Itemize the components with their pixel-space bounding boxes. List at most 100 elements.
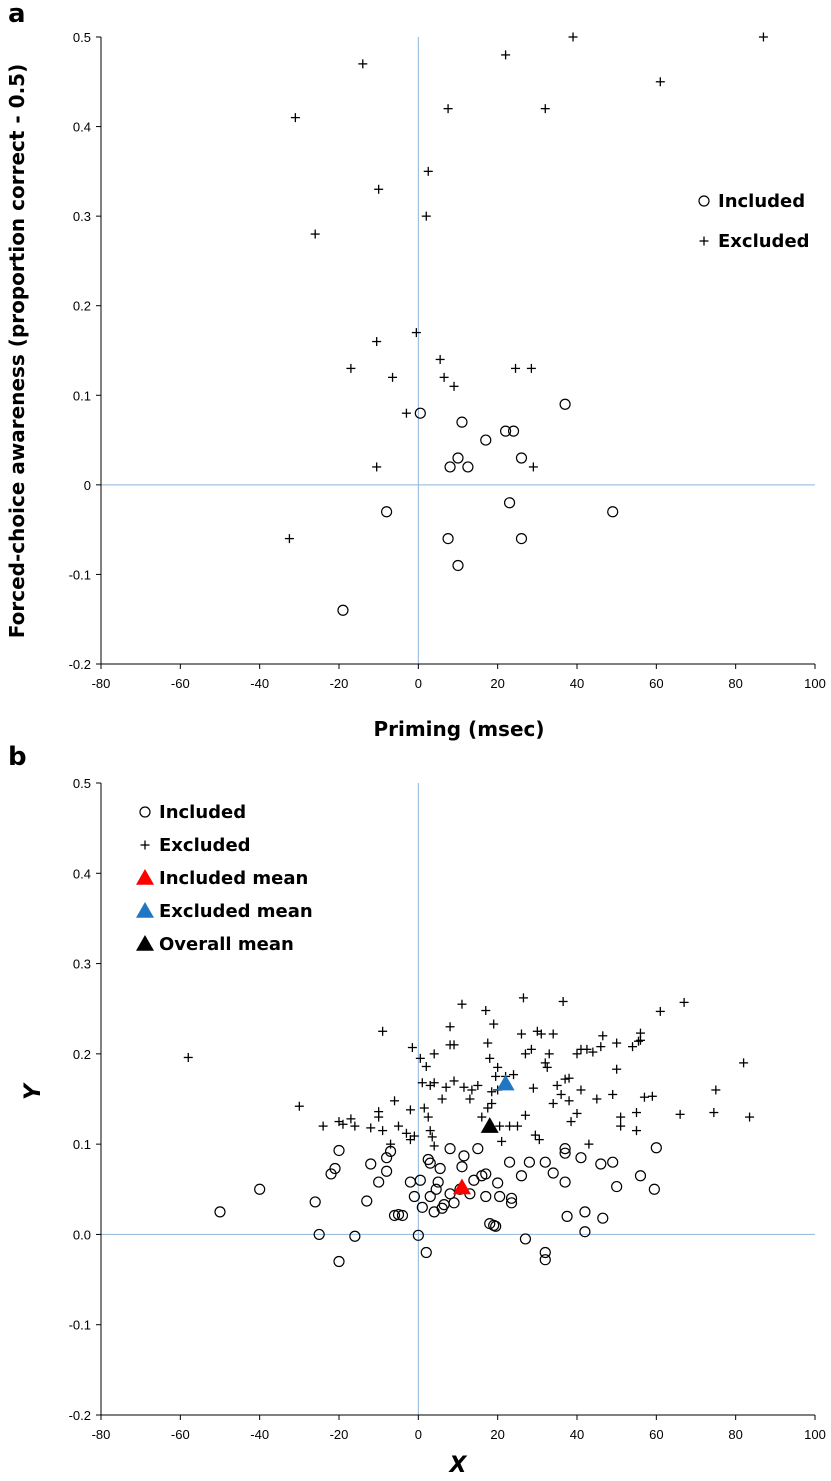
panel-b-included-point: [432, 1176, 444, 1188]
panel-a-excluded-point: [423, 166, 433, 176]
panel-b-excluded-point: [509, 1070, 519, 1080]
panel-b-excluded-point: [437, 1094, 447, 1104]
panel-b-excluded-point: [709, 1108, 719, 1118]
panel-b-included-point: [388, 1209, 401, 1222]
panel-b-x-tick-label: -60: [171, 1427, 190, 1442]
panel-b-excluded-point: [497, 1136, 507, 1146]
panel-b-excluded-point: [655, 1006, 665, 1016]
panel-b-excluded-point: [564, 1096, 574, 1106]
panel-b-included-point: [333, 1144, 345, 1157]
panel-b-legend-included-label: Included: [159, 802, 246, 823]
panel-b-excluded-point: [632, 1108, 641, 1118]
panel-a-excluded-point: [439, 372, 449, 382]
panel-b-included-point: [595, 1158, 607, 1170]
panel-b-included-point: [611, 1180, 623, 1193]
panel-b-legend-included-mean-marker: [136, 869, 154, 885]
panel-b-excluded-point: [534, 1135, 544, 1145]
panel-a-y-tick-label: 0.3: [73, 209, 91, 224]
panel-b-excluded-point: [405, 1105, 415, 1115]
panel-b-excluded-mean-point: [496, 1074, 515, 1091]
panel-b-x-tick-label: 60: [649, 1427, 663, 1442]
panel-b-excluded-point: [487, 1099, 497, 1109]
panel-b-excluded-point: [417, 1078, 427, 1088]
panel-b-excluded-point: [560, 1074, 570, 1084]
panel-b-excluded-point: [516, 1029, 526, 1039]
panel-b-legend-overall-mean-label: Overall mean: [159, 934, 294, 955]
panel-a-excluded-point: [568, 32, 578, 42]
panel-b-excluded-point: [390, 1096, 400, 1106]
panel-a-excluded-point: [284, 534, 294, 544]
panel-b-included-point: [634, 1170, 647, 1182]
panel-a-y-tick-label: 0: [84, 478, 91, 493]
panel-a-x-tick-label: 80: [728, 676, 742, 691]
panel-b-included-point: [424, 1157, 436, 1169]
panel-b-excluded-point: [427, 1132, 437, 1142]
panel-b-excluded-point: [518, 993, 528, 1003]
panel-b-included-point: [333, 1255, 345, 1268]
panel-b-included-point: [214, 1206, 226, 1218]
panel-a-y-tick-label: -0.2: [69, 657, 91, 672]
panel-a-y-axis-title: Forced-choice awareness (proportion corr…: [5, 64, 29, 638]
panel-b-excluded-point: [608, 1089, 618, 1099]
panel-b-included-point: [492, 1177, 504, 1189]
panel-b-excluded-point: [419, 1103, 429, 1113]
panel-b-legend-excluded-mean-label: Excluded mean: [159, 901, 313, 922]
panel-b-x-tick-label: 40: [570, 1427, 584, 1442]
panel-a-y-tick-label: 0.1: [73, 388, 91, 403]
panel-b-x-tick-label: 0: [415, 1427, 422, 1442]
panel-b-excluded-point: [489, 1019, 499, 1029]
panel-b-excluded-point: [632, 1126, 641, 1136]
panel-b-excluded-point: [528, 1083, 538, 1093]
panel-a-included-point: [480, 434, 492, 446]
panel-b-excluded-point: [520, 1110, 530, 1120]
panel-a-included-point: [500, 425, 512, 437]
panel-b-included-point: [329, 1162, 341, 1175]
panel-b-included-point: [539, 1246, 551, 1259]
panel-b-excluded-point: [530, 1130, 540, 1140]
panel-a: a -80 -60 -40 -20 0 20 40 60 80 100 0.5 0.4 0.3 0.2 0.…: [5, 0, 826, 741]
panel-b-included-point: [430, 1183, 442, 1195]
panel-b-excluded-point: [493, 1062, 503, 1072]
panel-b-included-mean-point: [452, 1178, 471, 1195]
panel-a-y-tick-label: 0.5: [73, 30, 91, 45]
panel-b-included-point: [381, 1152, 393, 1164]
panel-b-excluded-point: [526, 1044, 536, 1054]
panel-b-excluded-point: [378, 1026, 388, 1036]
panel-b-excluded-point: [582, 1044, 592, 1054]
panel-b-legend-included-mean-label: Included mean: [159, 868, 308, 889]
panel-a-included-point: [414, 407, 426, 419]
panel-b-excluded-point: [635, 1028, 645, 1038]
panel-a-axes: -80 -60 -40 -20 0 20 40 60 80 100 0.5 0.4 0.3 0.2 0.1 0…: [69, 30, 826, 691]
panel-b-x-tick-label: -40: [250, 1427, 269, 1442]
panel-a-excluded-point: [526, 363, 536, 373]
panel-b-included-point: [648, 1183, 660, 1195]
panel-b-included-point: [480, 1168, 492, 1180]
panel-b-excluded-point: [338, 1119, 348, 1129]
panel-b-excluded-point: [421, 1061, 431, 1071]
panel-b-excluded-point: [639, 1092, 649, 1102]
panel-b-x-axis-title: X: [448, 1453, 468, 1478]
panel-b-y-tick-label: -0.1: [69, 1318, 91, 1333]
panel-b-included-point: [458, 1150, 470, 1162]
panel-b-y-tick-label: 0.5: [73, 776, 91, 791]
panel-a-included-point: [442, 532, 454, 545]
panel-a-y-tick-label: 0.4: [73, 120, 91, 135]
panel-b-included-point: [515, 1170, 528, 1182]
panel-a-excluded-point: [310, 229, 320, 239]
panel-b-excluded-point: [473, 1080, 483, 1090]
panel-a-included-point: [559, 398, 571, 410]
panel-b-excluded-point: [374, 1112, 384, 1122]
panel-a-excluded-point: [435, 354, 445, 364]
panel-b-included-point: [494, 1190, 506, 1203]
panel-a-excluded-point: [421, 211, 431, 221]
panel-b-excluded-point: [584, 1139, 594, 1149]
panel-a-included-point: [337, 604, 349, 616]
panel-b-excluded-point: [394, 1121, 403, 1131]
panel-b-excluded-point: [711, 1085, 721, 1095]
panel-a-excluded-point: [401, 408, 411, 418]
panel-b-excluded-point: [477, 1112, 487, 1122]
panel-a-included-point: [515, 532, 528, 545]
panel-b-excluded-point: [505, 1121, 515, 1131]
panel-a-excluded-point: [449, 381, 459, 391]
panel-b-included-point: [408, 1190, 420, 1203]
